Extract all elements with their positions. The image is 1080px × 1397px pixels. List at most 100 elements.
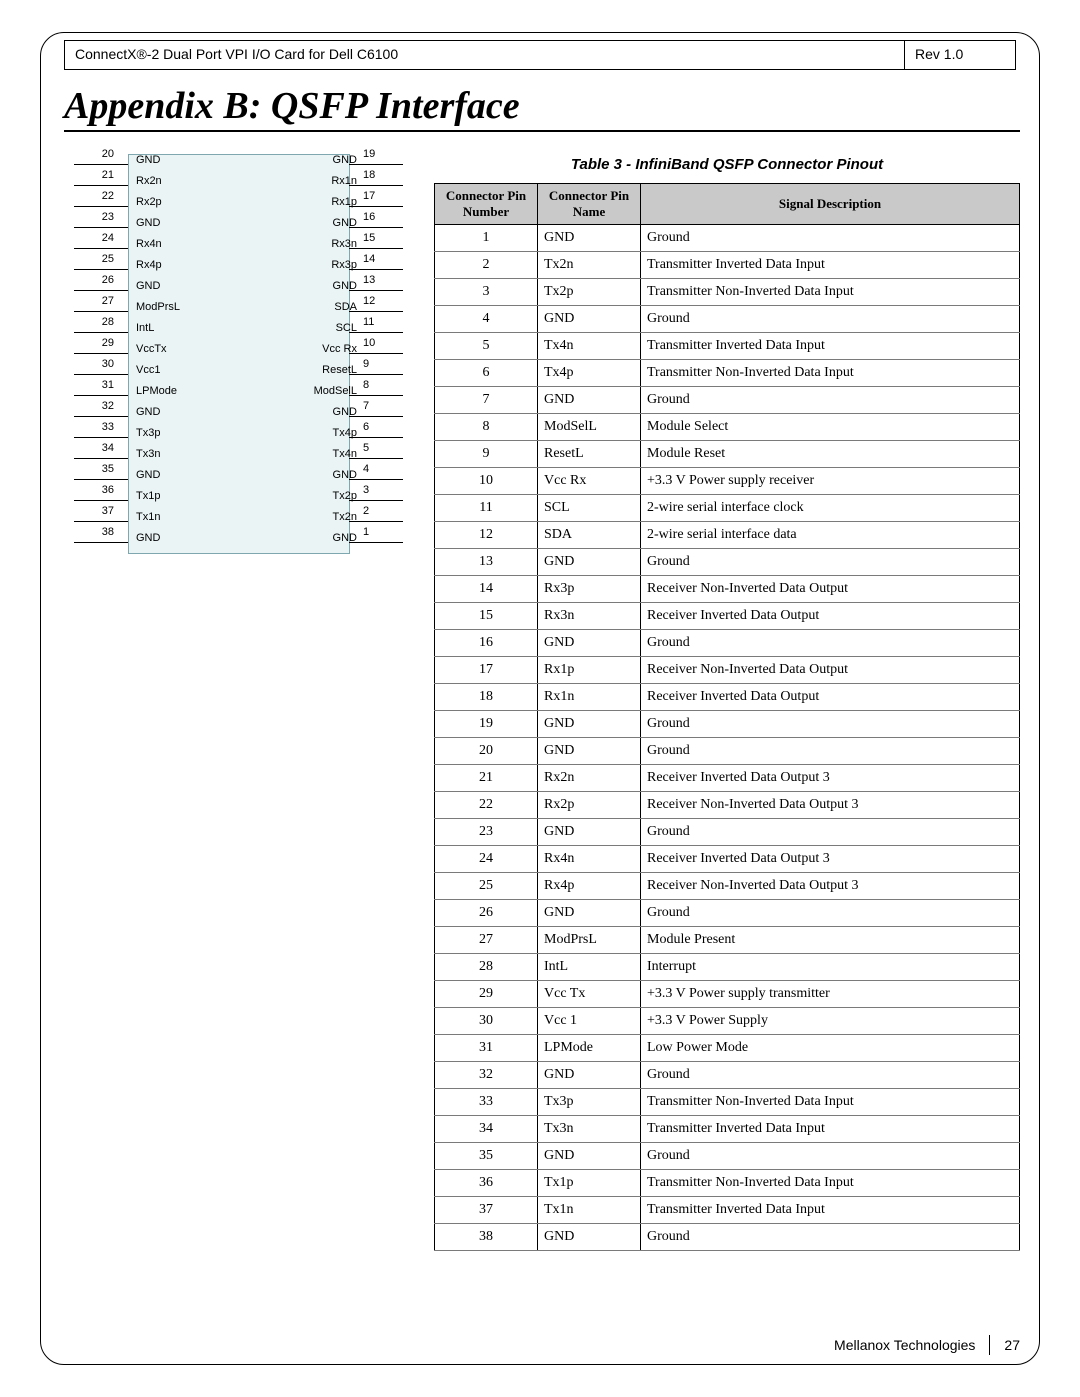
cell-pin-number: 38 [435, 1224, 538, 1251]
cell-pin-number: 10 [435, 468, 538, 495]
table-row: 18Rx1nReceiver Inverted Data Output [435, 684, 1020, 711]
cell-pin-number: 19 [435, 711, 538, 738]
cell-pin-name: Vcc 1 [538, 1008, 641, 1035]
cell-signal: Ground [641, 819, 1020, 846]
cell-pin-name: GND [538, 306, 641, 333]
cell-pin-number: 20 [435, 738, 538, 765]
footer-company: Mellanox Technologies [834, 1337, 975, 1353]
cell-signal: Transmitter Non-Inverted Data Input [641, 1089, 1020, 1116]
table-row: 12SDA2-wire serial interface data [435, 522, 1020, 549]
cell-pin-number: 33 [435, 1089, 538, 1116]
cell-pin-number: 12 [435, 522, 538, 549]
table-row: 8ModSelLModule Select [435, 414, 1020, 441]
cell-signal: Receiver Non-Inverted Data Output 3 [641, 792, 1020, 819]
table-row: 11SCL2-wire serial interface clock [435, 495, 1020, 522]
table-row: 35GNDGround [435, 1143, 1020, 1170]
cell-pin-number: 15 [435, 603, 538, 630]
cell-signal: Ground [641, 1224, 1020, 1251]
cell-signal: Transmitter Inverted Data Input [641, 333, 1020, 360]
cell-pin-name: GND [538, 738, 641, 765]
cell-pin-name: GND [538, 1143, 641, 1170]
cell-signal: +3.3 V Power Supply [641, 1008, 1020, 1035]
cell-signal: Ground [641, 387, 1020, 414]
table-row: 36Tx1pTransmitter Non-Inverted Data Inpu… [435, 1170, 1020, 1197]
cell-pin-name: GND [538, 225, 641, 252]
cell-pin-name: ModPrsL [538, 927, 641, 954]
table-row: 4GNDGround [435, 306, 1020, 333]
cell-pin-name: GND [538, 900, 641, 927]
cell-pin-number: 3 [435, 279, 538, 306]
header-left: ConnectX®-2 Dual Port VPI I/O Card for D… [65, 41, 905, 69]
pinout-table: Connector Pin Number Connector Pin Name … [434, 183, 1020, 1251]
cell-signal: Ground [641, 900, 1020, 927]
table-row: 28IntLInterrupt [435, 954, 1020, 981]
cell-pin-name: IntL [538, 954, 641, 981]
cell-pin-number: 23 [435, 819, 538, 846]
cell-signal: Transmitter Inverted Data Input [641, 1116, 1020, 1143]
cell-pin-number: 18 [435, 684, 538, 711]
cell-signal: Ground [641, 1143, 1020, 1170]
footer-sep [989, 1335, 990, 1355]
table-row: 14Rx3pReceiver Non-Inverted Data Output [435, 576, 1020, 603]
footer: Mellanox Technologies 27 [834, 1335, 1020, 1355]
header-right: Rev 1.0 [905, 41, 1015, 69]
cell-pin-number: 21 [435, 765, 538, 792]
cell-pin-number: 11 [435, 495, 538, 522]
cell-pin-number: 4 [435, 306, 538, 333]
pin-diagram: 20GND21Rx2n22Rx2p23GND24Rx4n25Rx4p26GND2… [74, 150, 404, 560]
cell-signal: Transmitter Non-Inverted Data Input [641, 1170, 1020, 1197]
table-row: 15Rx3nReceiver Inverted Data Output [435, 603, 1020, 630]
cell-pin-name: Tx2p [538, 279, 641, 306]
footer-page: 27 [1004, 1337, 1020, 1353]
cell-signal: +3.3 V Power supply transmitter [641, 981, 1020, 1008]
cell-signal: Receiver Non-Inverted Data Output [641, 576, 1020, 603]
cell-pin-number: 28 [435, 954, 538, 981]
cell-signal: 2-wire serial interface clock [641, 495, 1020, 522]
th-signal-desc: Signal Description [641, 184, 1020, 225]
table-row: 33Tx3pTransmitter Non-Inverted Data Inpu… [435, 1089, 1020, 1116]
table-row: 6Tx4pTransmitter Non-Inverted Data Input [435, 360, 1020, 387]
table-row: 24Rx4nReceiver Inverted Data Output 3 [435, 846, 1020, 873]
cell-pin-number: 37 [435, 1197, 538, 1224]
cell-signal: Ground [641, 630, 1020, 657]
cell-pin-name: GND [538, 549, 641, 576]
table-row: 38GNDGround [435, 1224, 1020, 1251]
cell-pin-number: 35 [435, 1143, 538, 1170]
table-row: 23GNDGround [435, 819, 1020, 846]
cell-pin-name: LPMode [538, 1035, 641, 1062]
cell-pin-number: 5 [435, 333, 538, 360]
table-row: 2Tx2nTransmitter Inverted Data Input [435, 252, 1020, 279]
cell-pin-number: 30 [435, 1008, 538, 1035]
table-row: 25Rx4pReceiver Non-Inverted Data Output … [435, 873, 1020, 900]
cell-signal: Low Power Mode [641, 1035, 1020, 1062]
cell-signal: Transmitter Inverted Data Input [641, 1197, 1020, 1224]
cell-pin-name: SDA [538, 522, 641, 549]
cell-pin-name: Tx3p [538, 1089, 641, 1116]
cell-pin-number: 1 [435, 225, 538, 252]
cell-pin-name: Rx3p [538, 576, 641, 603]
table-row: 32GNDGround [435, 1062, 1020, 1089]
cell-pin-number: 9 [435, 441, 538, 468]
cell-pin-number: 8 [435, 414, 538, 441]
cell-pin-number: 2 [435, 252, 538, 279]
cell-pin-number: 13 [435, 549, 538, 576]
cell-pin-number: 27 [435, 927, 538, 954]
cell-signal: Transmitter Non-Inverted Data Input [641, 360, 1020, 387]
cell-pin-name: Rx3n [538, 603, 641, 630]
cell-pin-number: 25 [435, 873, 538, 900]
cell-pin-number: 7 [435, 387, 538, 414]
cell-pin-name: GND [538, 1224, 641, 1251]
right-pin: 1GND [349, 532, 419, 553]
table-caption: Table 3 - InfiniBand QSFP Connector Pino… [434, 156, 1020, 173]
th-pin-number: Connector Pin Number [435, 184, 538, 225]
cell-pin-name: Rx4p [538, 873, 641, 900]
table-row: 37Tx1nTransmitter Inverted Data Input [435, 1197, 1020, 1224]
cell-signal: Transmitter Inverted Data Input [641, 252, 1020, 279]
cell-signal: Transmitter Non-Inverted Data Input [641, 279, 1020, 306]
cell-pin-name: Vcc Tx [538, 981, 641, 1008]
cell-signal: 2-wire serial interface data [641, 522, 1020, 549]
left-pin: 38GND [74, 532, 128, 553]
cell-pin-name: GND [538, 819, 641, 846]
cell-pin-name: Tx1p [538, 1170, 641, 1197]
cell-pin-name: Tx1n [538, 1197, 641, 1224]
